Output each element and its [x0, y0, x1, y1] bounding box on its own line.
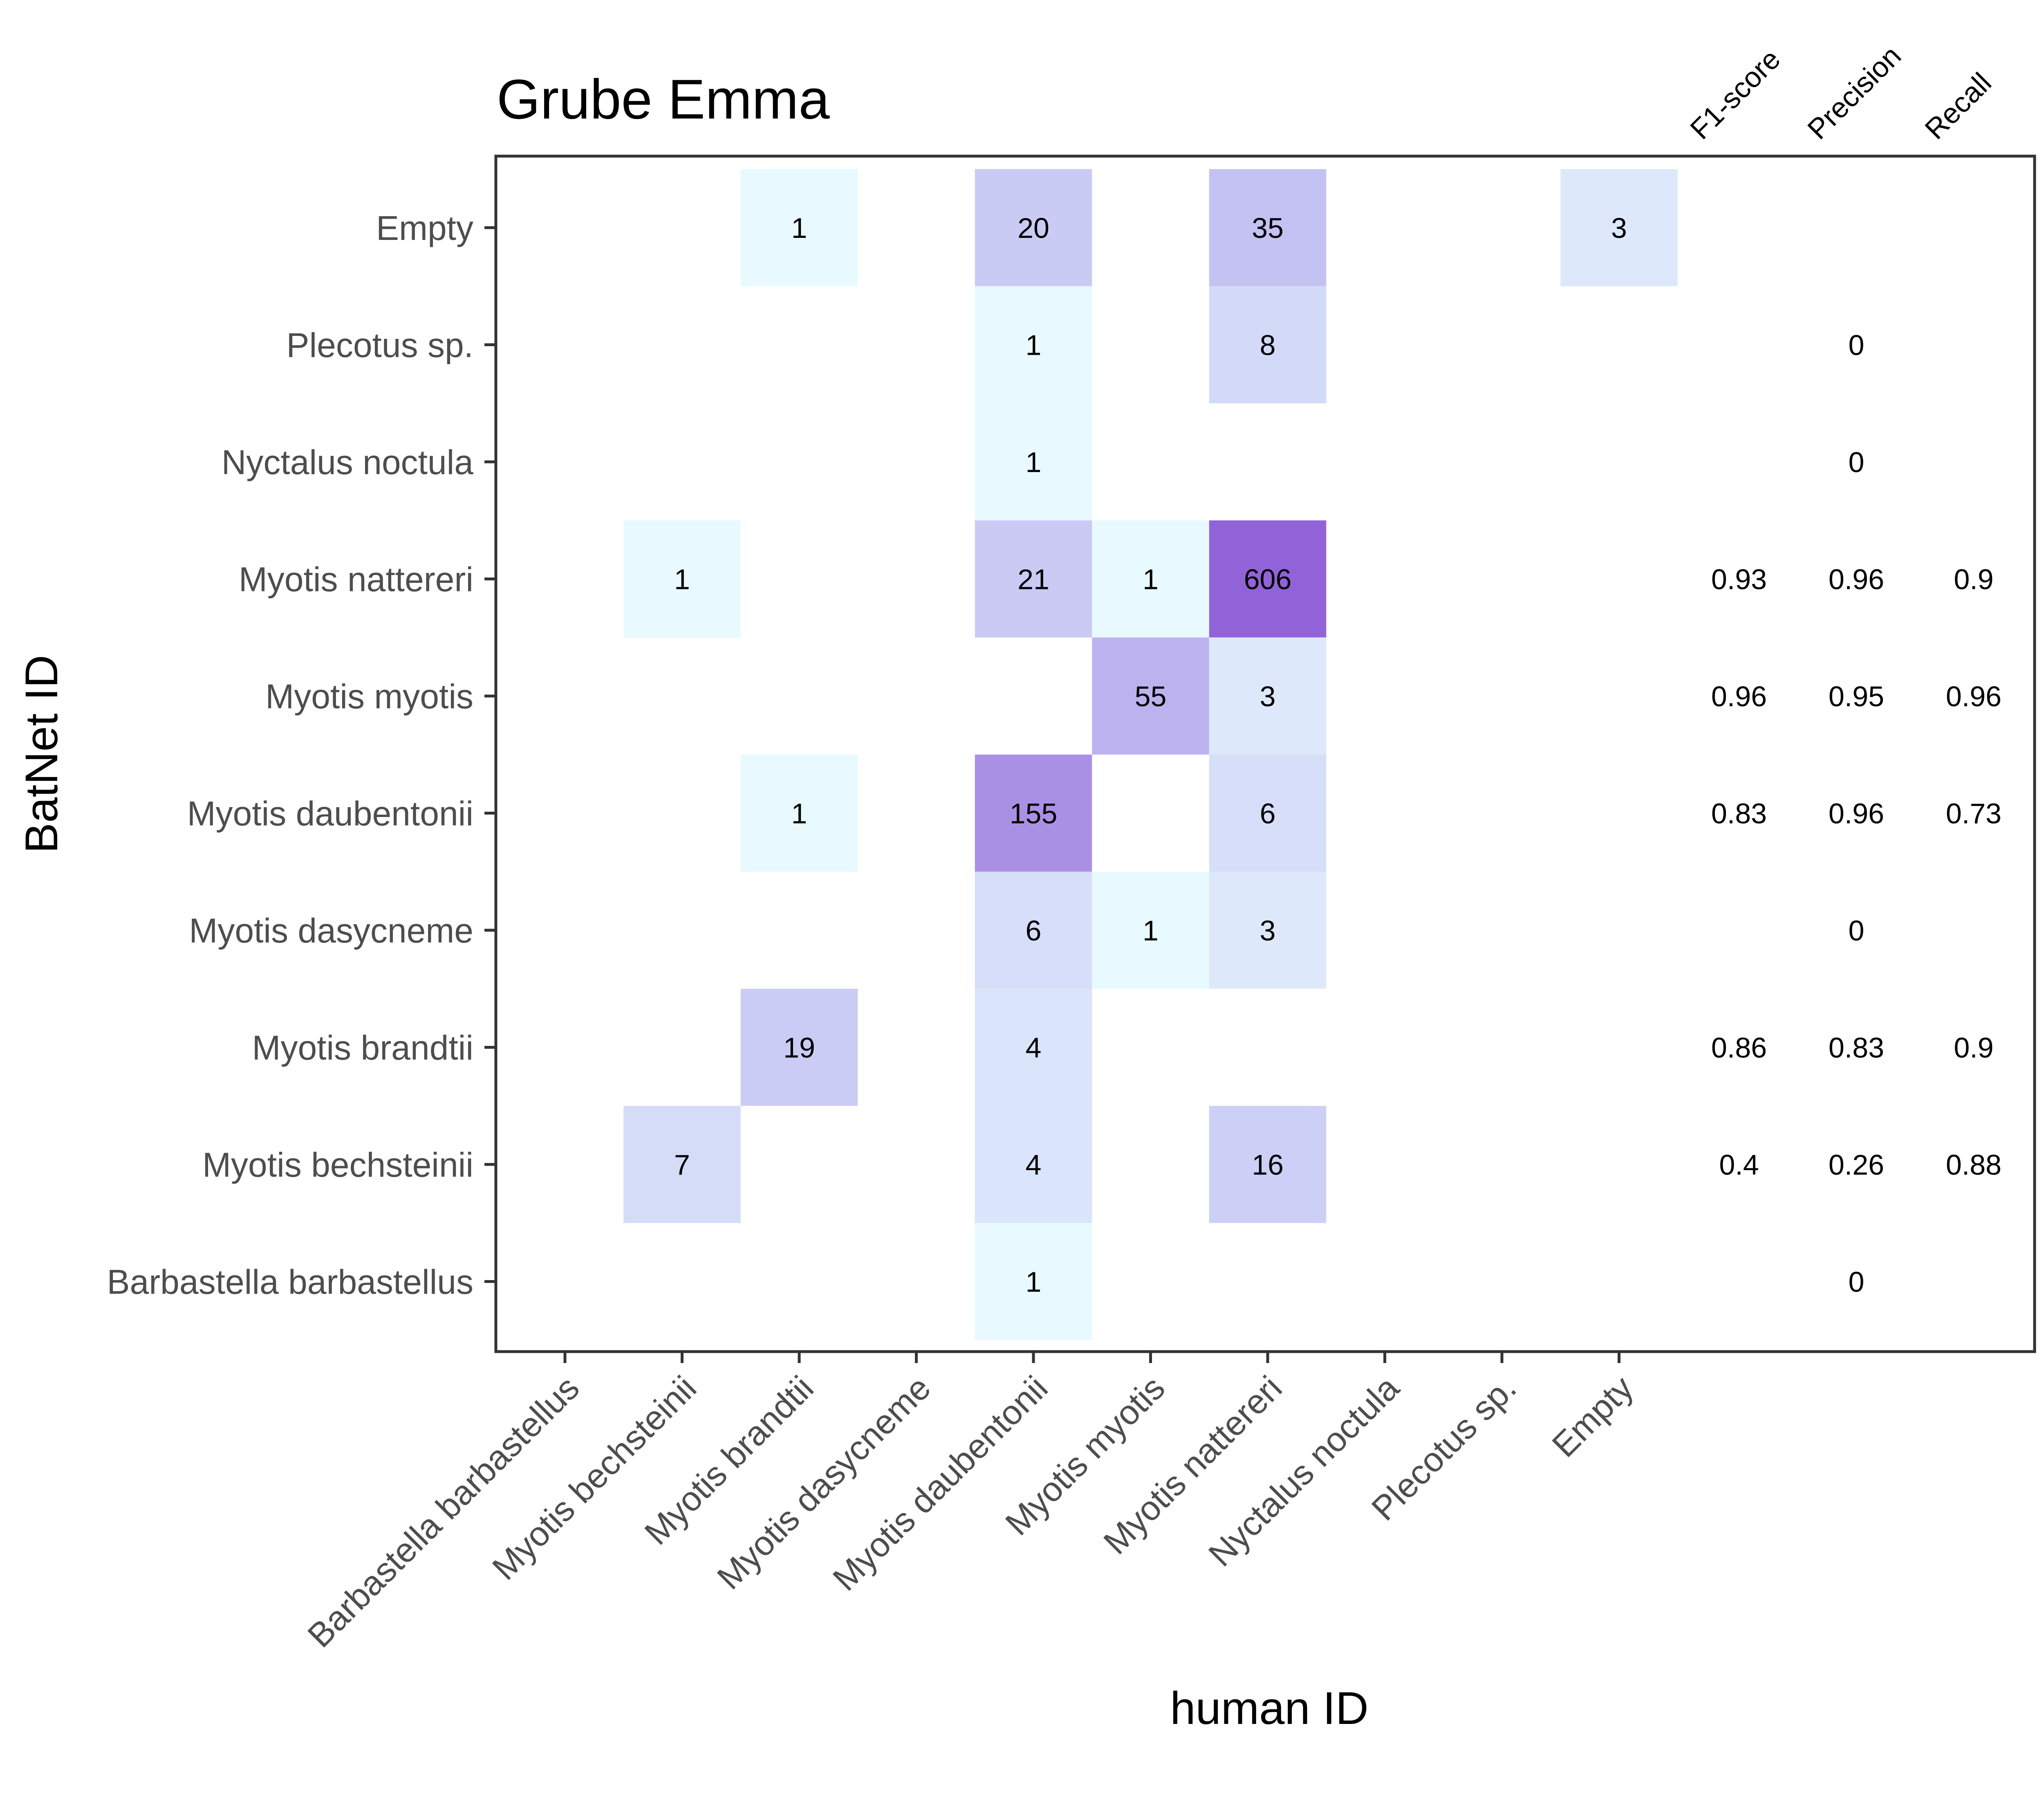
heatmap-cell [740, 989, 858, 1106]
y-tick-label: Nyctalus noctula [222, 443, 474, 481]
metric-value: 0.73 [1946, 798, 2001, 830]
heatmap-cell [740, 169, 858, 287]
cell-value-label: 1 [1143, 915, 1159, 947]
metric-value: 0 [1849, 915, 1865, 947]
cell-value-label: 4 [1026, 1149, 1042, 1181]
heatmap-cell [1209, 169, 1327, 287]
heatmap-cell [975, 1106, 1092, 1223]
y-tick-label: Empty [376, 209, 473, 247]
axis-ticks [484, 226, 1620, 1363]
metric-value: 0.9 [1954, 1032, 1993, 1064]
heatmap-cell [975, 520, 1092, 638]
heatmap-cell [1092, 637, 1209, 755]
metric-value: 0.93 [1711, 564, 1767, 595]
heatmap-cells: 1 20 35 3 1 8 1 1 21 1 606 55 3 1 155 6 6 1 3 19 4 7 4 16 1 [623, 169, 1678, 1340]
y-tick-label: Myotis dasycneme [189, 911, 473, 950]
y-axis-tick-labels: Empty Plecotus sp. Nyctalus noctula Myotis … [107, 209, 473, 1301]
metric-value: 0.88 [1946, 1149, 2001, 1181]
heatmap-cell [975, 169, 1092, 287]
cell-value-label: 1 [674, 564, 690, 595]
cell-value-label: 3 [1611, 212, 1627, 244]
y-tick-label: Myotis nattereri [239, 560, 473, 599]
cell-value-label: 1 [1026, 1266, 1042, 1298]
cell-value-label: 3 [1260, 915, 1276, 947]
metric-value: 0.96 [1829, 564, 1884, 595]
heatmap-cell [1092, 520, 1209, 638]
y-tick-label: Myotis bechsteinii [202, 1146, 473, 1184]
cell-value-label: 21 [1018, 564, 1049, 595]
heatmap-cell [1209, 754, 1327, 872]
heatmap-cell [975, 989, 1092, 1106]
cell-value-label: 19 [783, 1032, 815, 1064]
chart-title: Grube Emma [497, 68, 830, 131]
cell-value-label: 16 [1252, 1149, 1284, 1181]
y-tick-label: Myotis brandtii [252, 1029, 473, 1067]
heatmap-cell [740, 754, 858, 872]
metric-value: 0.83 [1711, 798, 1767, 830]
heatmap-cell [975, 1223, 1092, 1340]
heatmap-cell [1209, 520, 1327, 638]
heatmap-cell [1209, 637, 1327, 755]
metric-value: 0 [1849, 446, 1865, 478]
heatmap-cell [623, 520, 741, 638]
plot-panel-border [494, 154, 2036, 1353]
metric-value: 0 [1849, 1266, 1865, 1298]
metric-value: 0.95 [1829, 681, 1884, 712]
heatmap-cell [975, 403, 1092, 521]
cell-value-label: 1 [1026, 329, 1042, 361]
cell-value-label: 35 [1252, 212, 1284, 244]
cell-value-label: 4 [1026, 1032, 1042, 1064]
cell-value-label: 1 [1026, 446, 1042, 478]
heatmap-cell [623, 1106, 741, 1223]
y-tick-label: Plecotus sp. [286, 326, 473, 365]
cell-value-label: 6 [1260, 798, 1276, 830]
metric-value: 0.86 [1711, 1032, 1767, 1064]
metrics-table: 0 0 0.93 0.96 0.9 0.96 0.95 0.96 0.83 0.96 0.73 0 0.… [1711, 329, 2001, 1298]
y-tick-label: Barbastella barbastellus [107, 1263, 473, 1301]
cell-value-label: 1 [791, 212, 807, 244]
y-tick-label: Myotis daubentonii [187, 795, 473, 833]
cell-value-label: 7 [674, 1149, 690, 1181]
cell-value-label: 3 [1260, 681, 1276, 712]
metric-value: 0.96 [1829, 798, 1884, 830]
metric-value: 0.96 [1711, 681, 1767, 712]
y-tick-label: Myotis myotis [265, 677, 473, 716]
metric-value: 0.4 [1719, 1149, 1759, 1181]
heatmap-cell [975, 754, 1092, 872]
heatmap-cell [975, 871, 1092, 989]
metric-value: 0.83 [1829, 1032, 1884, 1064]
heatmap-cell [1092, 871, 1209, 989]
heatmap-cell [1560, 169, 1678, 287]
metric-value: 0.96 [1946, 681, 2001, 712]
cell-value-label: 20 [1018, 212, 1049, 244]
y-axis-title: BatNet ID [16, 655, 67, 853]
heatmap-cell [975, 286, 1092, 403]
x-axis-title: human ID [1170, 1683, 1369, 1734]
heatmap-cell [1209, 286, 1327, 403]
metric-value: 0.9 [1954, 564, 1993, 595]
cell-value-label: 1 [791, 798, 807, 830]
cell-value-label: 8 [1260, 329, 1276, 361]
cell-value-label: 55 [1135, 681, 1167, 712]
cell-value-label: 606 [1244, 564, 1292, 595]
cell-value-label: 1 [1143, 564, 1159, 595]
metric-value: 0 [1849, 329, 1865, 361]
cell-value-label: 6 [1026, 915, 1042, 947]
heatmap-cell [1209, 1106, 1327, 1223]
metric-value: 0.26 [1829, 1149, 1884, 1181]
heatmap-cell [1209, 871, 1327, 989]
cell-value-label: 155 [1010, 798, 1058, 830]
